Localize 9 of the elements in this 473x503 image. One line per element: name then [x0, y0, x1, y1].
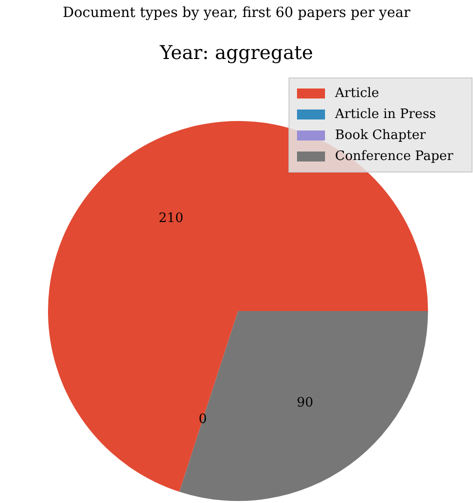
- legend-label: Conference Paper: [335, 148, 454, 164]
- chart-subtitle: Year: aggregate: [158, 42, 314, 64]
- chart-title: Document types by year, first 60 papers per year: [62, 5, 412, 21]
- text: 0: [198, 412, 207, 427]
- legend-label: Book Chapter: [335, 128, 427, 143]
- legend-label: Article in Press: [334, 106, 436, 122]
- data-label: 90: [296, 396, 314, 411]
- data-label: 210: [158, 211, 184, 226]
- legend-label: Article: [334, 86, 380, 101]
